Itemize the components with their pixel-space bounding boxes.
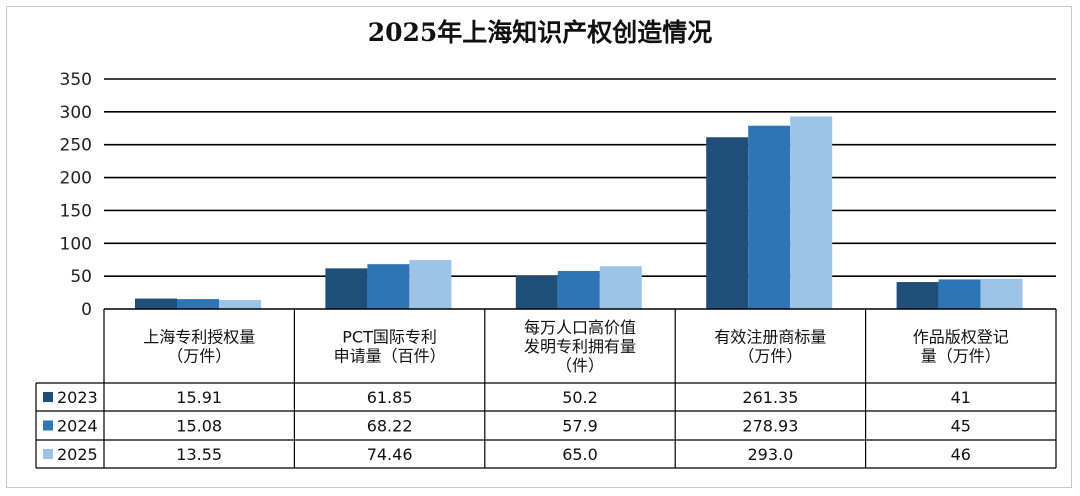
legend-key-2025 (43, 449, 53, 459)
category-label: 每万人口高价值 (524, 318, 636, 337)
data-cell-2024-1: 68.22 (367, 417, 413, 436)
data-cell-2023-0: 15.91 (176, 388, 222, 407)
y-tick-label: 50 (70, 267, 92, 287)
category-label: 申请量（百件） (334, 347, 446, 366)
bar-2023-4 (896, 282, 939, 309)
y-tick-label: 350 (60, 70, 92, 90)
data-cell-2023-4: 41 (951, 388, 971, 407)
y-tick-label: 200 (60, 169, 92, 189)
bar-2025-0 (219, 300, 261, 309)
data-cell-2025-0: 13.55 (176, 445, 222, 464)
chart-title: 2025年上海知识产权创造情况 (368, 18, 713, 47)
bar-2024-4 (938, 279, 981, 309)
category-label: 有效注册商标量 (714, 328, 826, 347)
data-cell-2025-2: 65.0 (562, 445, 598, 464)
bar-2025-4 (980, 278, 1023, 309)
data-cell-2025-4: 46 (951, 445, 971, 464)
bar-2025-2 (599, 266, 642, 309)
data-cell-2025-1: 74.46 (367, 445, 413, 464)
bar-2024-0 (177, 299, 219, 309)
y-tick-label: 150 (60, 201, 92, 221)
legend-label-2024: 2024 (57, 417, 98, 436)
category-label: 作品版权登记 (913, 328, 1009, 347)
data-cell-2025-3: 293.0 (747, 445, 793, 464)
data-cell-2023-2: 50.2 (562, 388, 598, 407)
data-cell-2024-2: 57.9 (562, 417, 598, 436)
y-tick-label: 250 (60, 136, 92, 156)
bar-2025-1 (409, 260, 452, 309)
legend-key-2024 (43, 420, 53, 431)
data-cell-2024-4: 45 (951, 417, 971, 436)
bar-2024-1 (367, 264, 410, 309)
bar-2024-3 (748, 125, 791, 309)
bar-2024-2 (557, 270, 600, 309)
data-cell-2024-0: 15.08 (176, 417, 222, 436)
bar-2023-3 (706, 137, 749, 309)
category-label: 上海专利授权量 (143, 328, 255, 347)
data-cell-2023-3: 261.35 (742, 388, 798, 407)
chart-frame (6, 6, 1072, 488)
legend-label-2025: 2025 (57, 445, 98, 464)
bar-2023-1 (325, 268, 368, 309)
data-cell-2024-3: 278.93 (742, 417, 798, 436)
category-label: （件） (556, 356, 604, 375)
category-label: （万件） (738, 347, 802, 366)
bar-2023-0 (135, 298, 177, 309)
bar-2023-2 (515, 276, 558, 309)
legend-label-2023: 2023 (57, 388, 98, 407)
y-tick-label: 0 (81, 300, 92, 320)
category-label: （万件） (167, 347, 231, 366)
category-label: PCT国际专利 (342, 328, 437, 347)
y-tick-label: 100 (60, 234, 92, 254)
y-tick-label: 300 (60, 103, 92, 123)
category-label: 量（万件） (921, 347, 1001, 366)
category-label: 发明专利拥有量 (524, 337, 636, 356)
legend-key-2023 (43, 392, 53, 402)
bar-2025-3 (790, 116, 833, 309)
data-cell-2023-1: 61.85 (367, 388, 413, 407)
